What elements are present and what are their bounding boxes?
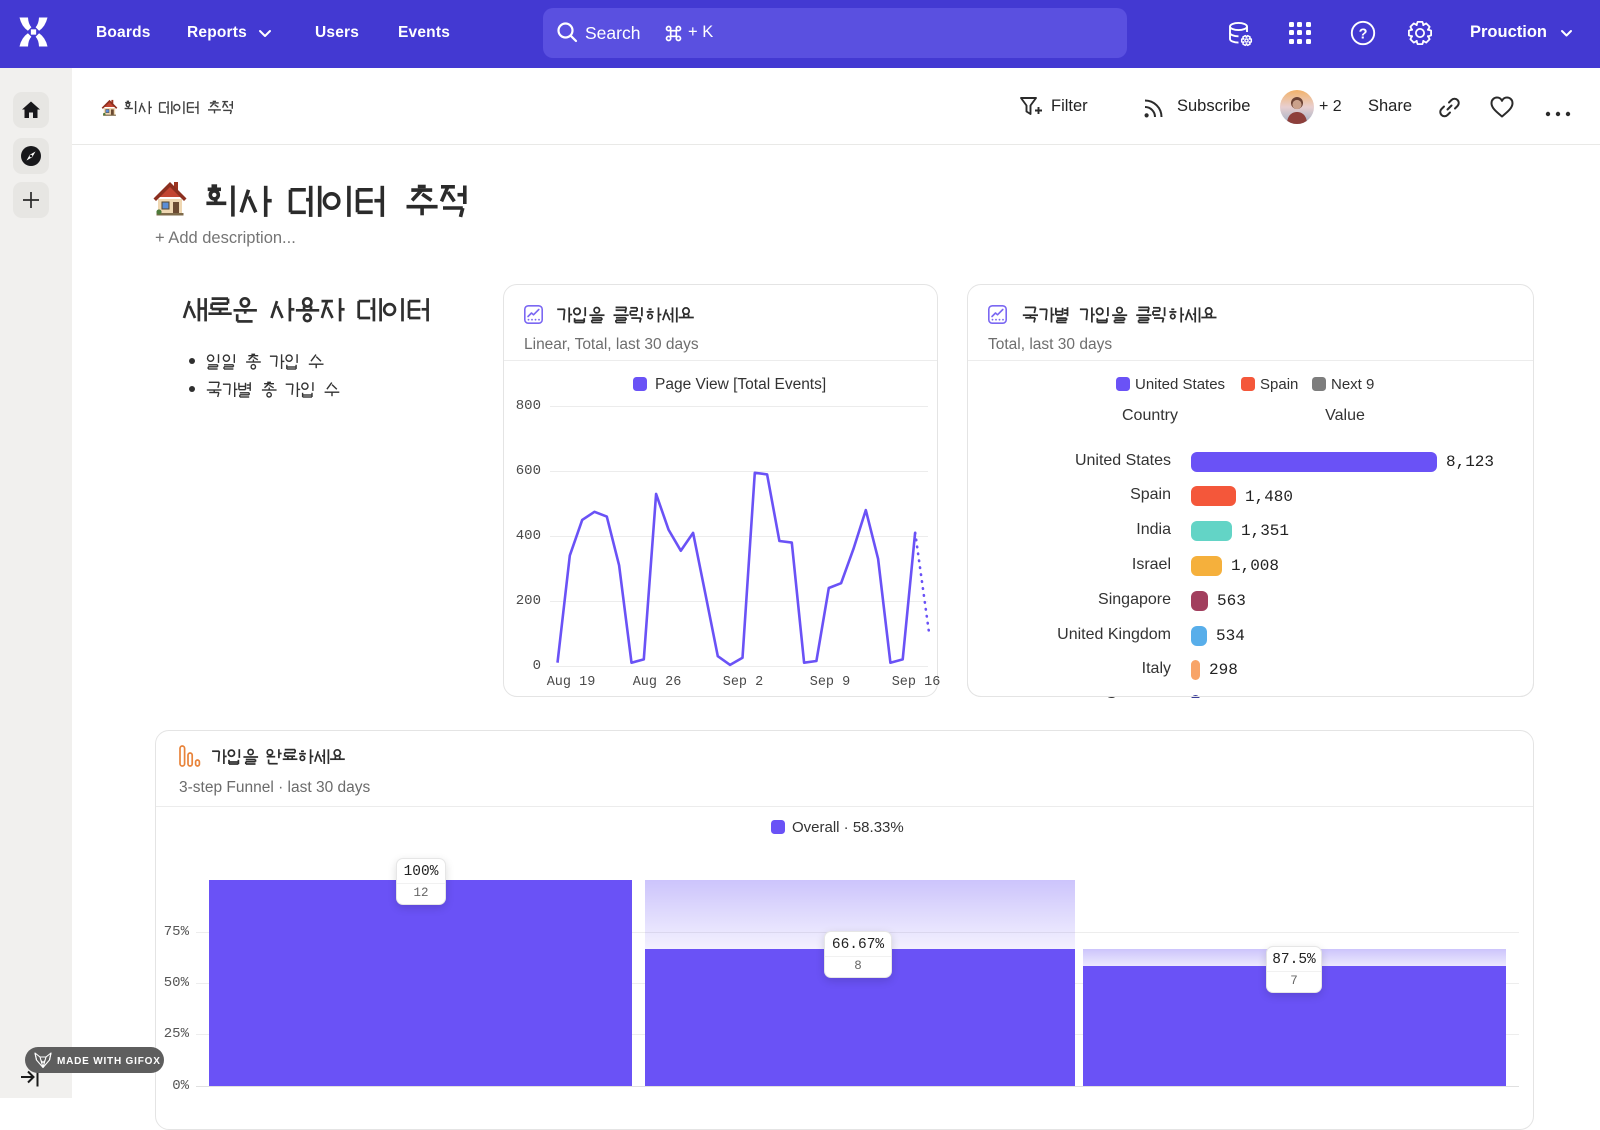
svg-text:?: ? [1359, 26, 1368, 42]
